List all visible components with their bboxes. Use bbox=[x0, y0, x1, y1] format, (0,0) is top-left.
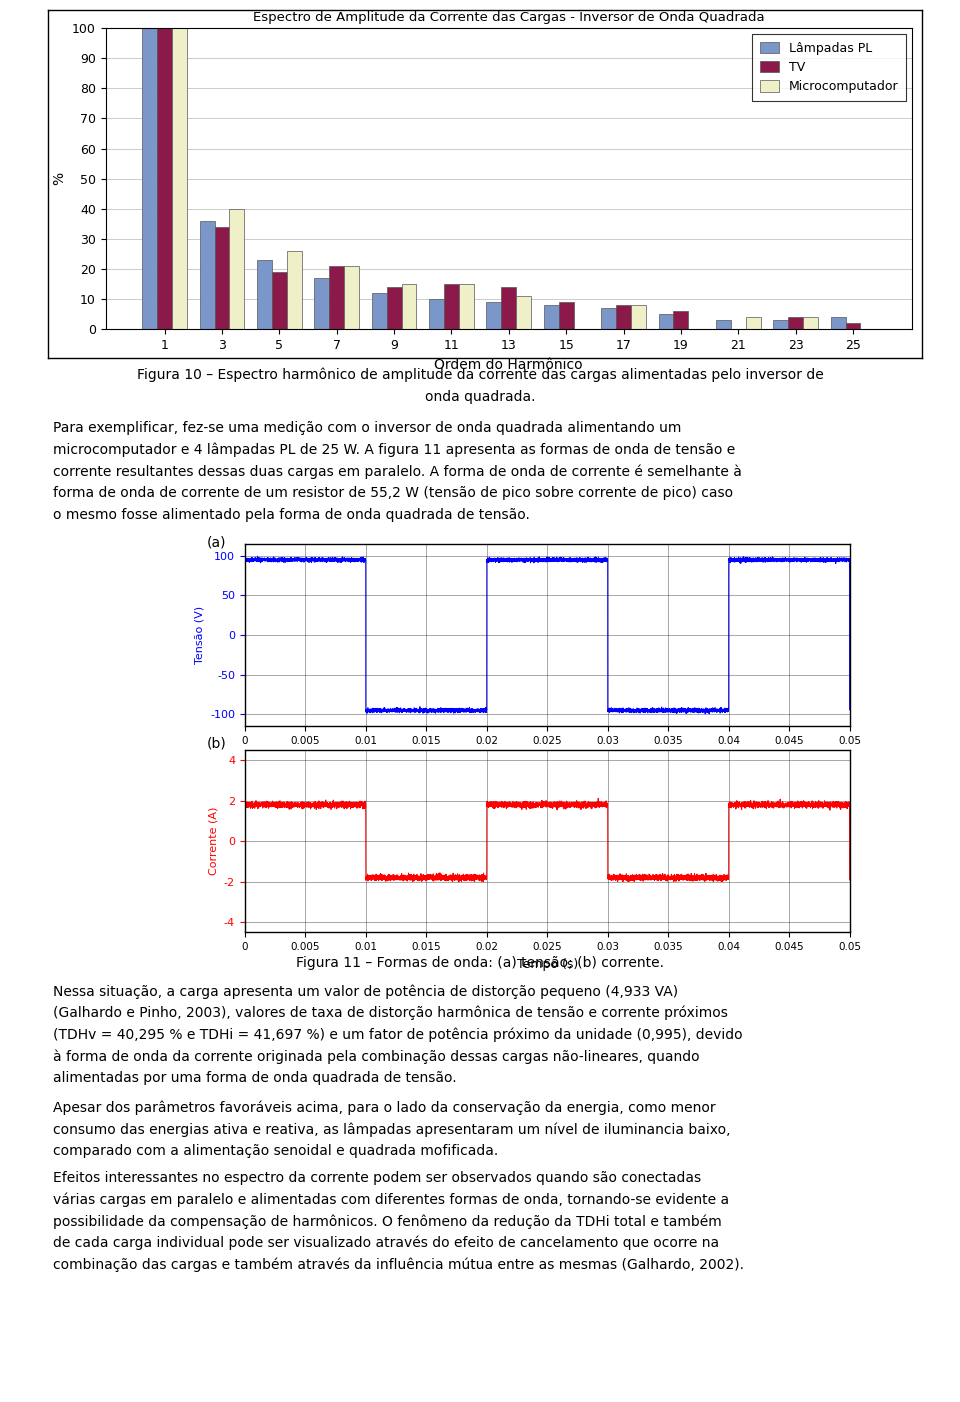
Bar bbox=[601, 308, 616, 329]
Text: à forma de onda da corrente originada pela combinação dessas cargas não-lineares: à forma de onda da corrente originada pe… bbox=[53, 1049, 700, 1064]
Text: o mesmo fosse alimentado pela forma de onda quadrada de tensão.: o mesmo fosse alimentado pela forma de o… bbox=[53, 508, 530, 522]
Bar bbox=[543, 306, 559, 329]
Bar bbox=[429, 300, 444, 329]
Bar bbox=[616, 306, 631, 329]
Text: Figura 11 – Formas de onda: (a) tensão; (b) corrente.: Figura 11 – Formas de onda: (a) tensão; … bbox=[296, 956, 664, 970]
Text: Apesar dos parâmetros favoráveis acima, para o lado da conservação da energia, c: Apesar dos parâmetros favoráveis acima, … bbox=[53, 1101, 715, 1115]
Text: combinação das cargas e também através da influência mútua entre as mesmas (Galh: combinação das cargas e também através d… bbox=[53, 1258, 744, 1272]
X-axis label: Tempo (s): Tempo (s) bbox=[516, 958, 578, 970]
Bar bbox=[773, 321, 788, 329]
Text: Nessa situação, a carga apresenta um valor de potência de distorção pequeno (4,9: Nessa situação, a carga apresenta um val… bbox=[53, 984, 678, 998]
Text: de cada carga individual pode ser visualizado através do efeito de cancelamento : de cada carga individual pode ser visual… bbox=[53, 1237, 719, 1251]
Bar bbox=[487, 303, 501, 329]
Text: Para exemplificar, fez-se uma medição com o inversor de onda quadrada alimentand: Para exemplificar, fez-se uma medição co… bbox=[53, 421, 682, 435]
Bar bbox=[172, 28, 187, 329]
Text: consumo das energias ativa e reativa, as lâmpadas apresentaram um nível de ilumi: consumo das energias ativa e reativa, as… bbox=[53, 1122, 731, 1137]
Bar bbox=[459, 285, 474, 329]
Text: microcomputador e 4 lâmpadas PL de 25 W. A figura 11 apresenta as formas de onda: microcomputador e 4 lâmpadas PL de 25 W.… bbox=[53, 443, 735, 457]
Text: (TDHv = 40,295 % e TDHi = 41,697 %) e um fator de potência próximo da unidade (0: (TDHv = 40,295 % e TDHi = 41,697 %) e um… bbox=[53, 1028, 742, 1042]
Bar bbox=[272, 272, 287, 329]
Title: Espectro de Amplitude da Corrente das Cargas - Inversor de Onda Quadrada: Espectro de Amplitude da Corrente das Ca… bbox=[253, 11, 764, 24]
Text: Figura 10 – Espectro harmônico de amplitude da corrente das cargas alimentadas p: Figura 10 – Espectro harmônico de amplit… bbox=[136, 367, 824, 381]
Bar bbox=[314, 278, 329, 329]
Bar bbox=[716, 321, 731, 329]
Bar bbox=[673, 311, 688, 329]
Text: possibilidade da compensação de harmônicos. O fenômeno da redução da TDHi total : possibilidade da compensação de harmônic… bbox=[53, 1214, 722, 1228]
Text: (b): (b) bbox=[206, 736, 227, 750]
Bar bbox=[559, 303, 574, 329]
Y-axis label: Corrente (A): Corrente (A) bbox=[208, 808, 218, 875]
Text: alimentadas por uma forma de onda quadrada de tensão.: alimentadas por uma forma de onda quadra… bbox=[53, 1071, 456, 1085]
Text: comparado com a alimentação senoidal e quadrada mofificada.: comparado com a alimentação senoidal e q… bbox=[53, 1144, 498, 1158]
Bar bbox=[345, 266, 359, 329]
Bar bbox=[142, 28, 157, 329]
Bar bbox=[788, 317, 804, 329]
Y-axis label: Tensão (V): Tensão (V) bbox=[195, 606, 204, 665]
Bar bbox=[746, 317, 760, 329]
Bar bbox=[659, 314, 673, 329]
Bar bbox=[287, 251, 301, 329]
Bar bbox=[444, 285, 459, 329]
Legend: Lâmpadas PL, TV, Microcomputador: Lâmpadas PL, TV, Microcomputador bbox=[753, 34, 905, 101]
Bar bbox=[387, 287, 401, 329]
Bar bbox=[214, 227, 229, 329]
Bar bbox=[516, 296, 531, 329]
Text: forma de onda de corrente de um resistor de 55,2 W (tensão de pico sobre corrent: forma de onda de corrente de um resistor… bbox=[53, 486, 732, 499]
Bar bbox=[846, 324, 860, 329]
Bar bbox=[631, 306, 646, 329]
Text: (Galhardo e Pinho, 2003), valores de taxa de distorção harmônica de tensão e cor: (Galhardo e Pinho, 2003), valores de tax… bbox=[53, 1007, 728, 1021]
Text: Efeitos interessantes no espectro da corrente podem ser observados quando são co: Efeitos interessantes no espectro da cor… bbox=[53, 1171, 701, 1185]
Bar bbox=[200, 222, 214, 329]
Y-axis label: %: % bbox=[53, 172, 66, 185]
Text: (a): (a) bbox=[206, 536, 226, 550]
Bar bbox=[804, 317, 818, 329]
Bar bbox=[372, 293, 387, 329]
X-axis label: Ordem do Harmônico: Ordem do Harmônico bbox=[435, 358, 583, 372]
Text: onda quadrada.: onda quadrada. bbox=[424, 390, 536, 404]
Bar bbox=[257, 261, 272, 329]
Bar bbox=[401, 285, 417, 329]
Bar bbox=[501, 287, 516, 329]
Bar bbox=[329, 266, 345, 329]
Bar bbox=[229, 209, 245, 329]
Bar bbox=[830, 317, 846, 329]
Bar bbox=[157, 28, 172, 329]
Text: corrente resultantes dessas duas cargas em paralelo. A forma de onda de corrente: corrente resultantes dessas duas cargas … bbox=[53, 464, 742, 478]
X-axis label: Tempo (s): Tempo (s) bbox=[516, 751, 578, 764]
Text: várias cargas em paralelo e alimentadas com diferentes formas de onda, tornando-: várias cargas em paralelo e alimentadas … bbox=[53, 1192, 729, 1207]
